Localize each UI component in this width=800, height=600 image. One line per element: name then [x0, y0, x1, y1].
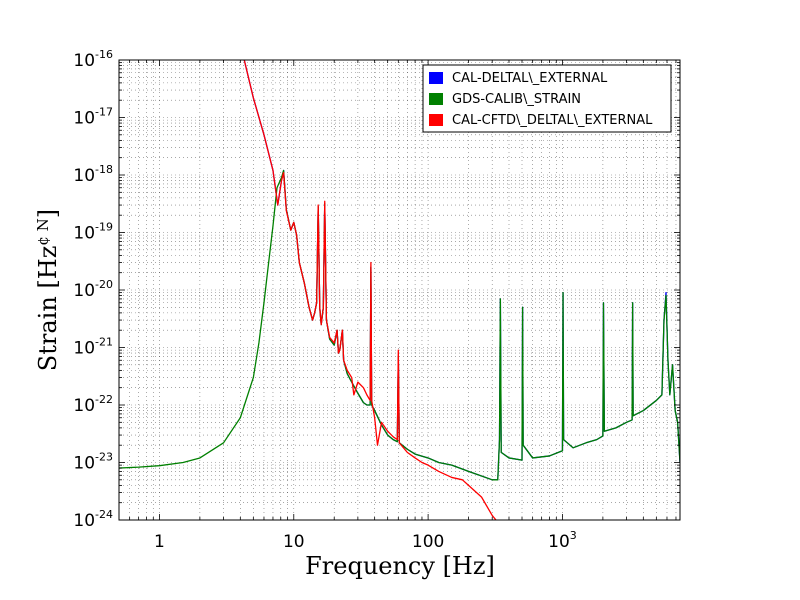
y-axis-label-main: Strain [Hz — [34, 246, 62, 372]
x-tick-labels: 1 10 100 103 — [154, 529, 577, 552]
y-tick-labels: 10-16 10-17 10-18 10-19 10-20 10-21 10-22 10-23… — [73, 48, 113, 531]
legend-label-gds-calib-strain: GDS-CALIB\_STRAIN — [452, 92, 581, 107]
legend: CAL-DELTAL\_EXTERNAL GDS-CALIB\_STRAIN C… — [422, 64, 672, 133]
y-tick-label: 10-18 — [73, 163, 113, 186]
legend-item-gds-calib-strain: GDS-CALIB\_STRAIN — [429, 92, 581, 107]
y-tick-label: 10-24 — [73, 508, 113, 531]
axis-ticks — [119, 60, 680, 520]
y-axis-label: Strain [Hz¢ N] — [34, 209, 62, 371]
legend-swatch-cal-cftd-deltal-external — [429, 114, 443, 126]
x-tick-label: 103 — [548, 529, 577, 552]
series-line-cal-cftd-deltal-external — [243, 60, 497, 520]
legend-box — [422, 64, 672, 133]
legend-swatch-cal-deltal-external — [429, 72, 443, 84]
y-tick-label: 10-22 — [73, 393, 113, 416]
grid-lines — [119, 60, 680, 520]
legend-label-cal-cftd-deltal-external: CAL-CFTD\_DELTAL\_EXTERNAL — [452, 113, 653, 128]
y-axis-label-group: Strain [Hz¢ N] — [34, 209, 62, 371]
series-lines — [119, 60, 680, 520]
x-tick-label: 1 — [154, 532, 165, 552]
legend-swatch-gds-calib-strain — [429, 93, 443, 105]
x-tick-label: 10 — [283, 532, 305, 552]
x-axis-label: Frequency [Hz] — [305, 552, 495, 580]
legend-item-cal-deltal-external: CAL-DELTAL\_EXTERNAL — [429, 71, 608, 86]
y-tick-label: 10-23 — [73, 451, 113, 474]
y-tick-label: 10-16 — [73, 48, 113, 71]
x-tick-label: 100 — [412, 532, 444, 552]
y-tick-label: 10-19 — [73, 221, 113, 244]
y-axis-label-superscript: ¢ N — [34, 218, 52, 245]
y-tick-label: 10-21 — [73, 336, 113, 359]
y-tick-label: 10-17 — [73, 106, 113, 129]
y-axis-label-tail: ] — [34, 209, 62, 218]
legend-item-cal-cftd-deltal-external: CAL-CFTD\_DELTAL\_EXTERNAL — [429, 113, 653, 128]
y-tick-label: 10-20 — [73, 278, 113, 301]
legend-label-cal-deltal-external: CAL-DELTAL\_EXTERNAL — [452, 71, 608, 86]
